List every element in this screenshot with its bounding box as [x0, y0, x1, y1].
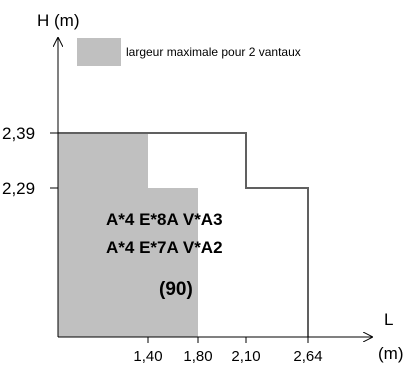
x-tick-label: 2,10 — [231, 348, 260, 365]
x-tick-label: 1,80 — [183, 348, 212, 365]
x-axis-unit: (m) — [378, 344, 403, 363]
x-ticks: 1,40 1,80 2,10 2,64 — [133, 337, 323, 365]
performance-label-1: A*4 E*8A V*A3 — [106, 210, 223, 229]
y-tick-label: 2,39 — [2, 124, 35, 143]
legend-swatch — [77, 38, 121, 66]
y-tick-label: 2,29 — [2, 179, 35, 198]
y-axis-label: H (m) — [37, 11, 79, 30]
x-tick-label: 1,40 — [133, 348, 162, 365]
performance-label-2: A*4 E*7A V*A2 — [106, 238, 223, 257]
x-axis-label: L — [384, 310, 393, 329]
legend-label: largeur maximale pour 2 vantaux — [126, 45, 301, 59]
rating-label: (90) — [159, 279, 193, 300]
y-ticks: 2,39 2,29 — [2, 124, 58, 198]
series-outline — [58, 132, 309, 337]
x-tick-label: 2,64 — [293, 348, 322, 365]
series-filled-area — [58, 133, 198, 337]
